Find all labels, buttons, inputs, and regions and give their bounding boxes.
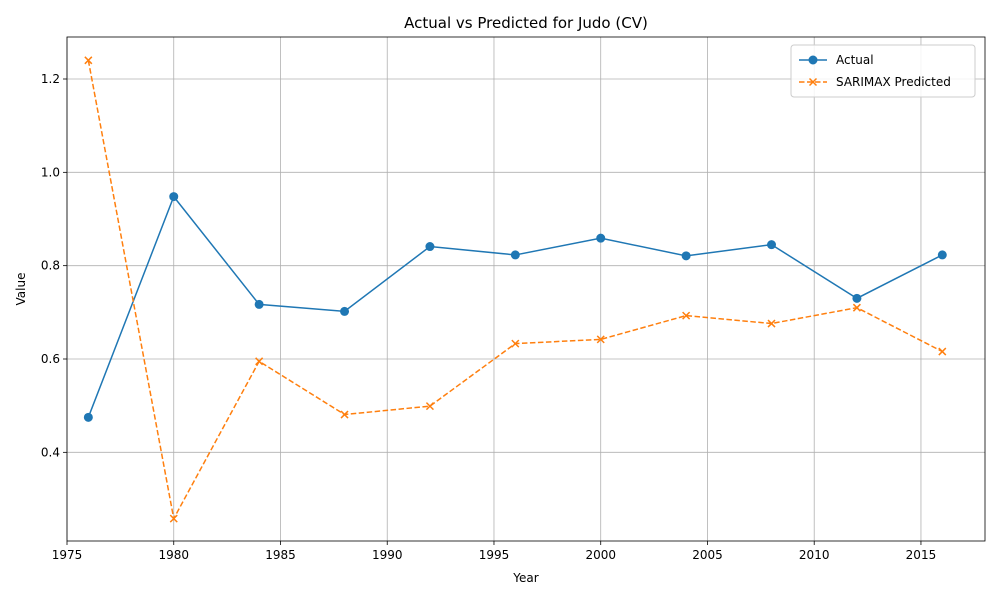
legend: Actual SARIMAX Predicted <box>790 44 976 98</box>
y-axis: 0.4 0.6 0.8 1.0 1.2 <box>41 72 67 459</box>
data-point-actual <box>596 233 606 243</box>
y-tick-label: 1.0 <box>41 165 60 179</box>
series-actual <box>83 192 947 422</box>
legend-marker <box>808 77 818 87</box>
data-point-predicted <box>84 56 93 65</box>
y-tick-label: 0.4 <box>41 445 60 459</box>
grid <box>66 37 985 541</box>
data-point-actual <box>510 250 520 260</box>
data-point-predicted <box>682 311 691 320</box>
legend-box <box>790 44 976 98</box>
data-point-predicted <box>169 514 178 523</box>
x-tick-label: 2005 <box>692 548 723 562</box>
data-point-actual <box>254 299 264 309</box>
data-point-predicted <box>596 335 605 344</box>
data-point-actual <box>169 192 179 202</box>
data-point-actual <box>767 240 777 250</box>
x-tick-label: 2015 <box>906 548 937 562</box>
x-tick-label: 1985 <box>265 548 296 562</box>
data-point-predicted <box>767 319 776 328</box>
data-point-actual <box>937 250 947 260</box>
chart-title: Actual vs Predicted for Judo (CV) <box>404 14 648 32</box>
y-tick-label: 0.6 <box>41 352 60 366</box>
y-axis-label: Value <box>14 273 28 306</box>
legend-item-predicted: SARIMAX Predicted <box>799 75 951 89</box>
y-tick-label: 1.2 <box>41 72 60 86</box>
data-point-predicted <box>852 303 861 312</box>
data-point-actual <box>681 251 691 261</box>
data-point-actual <box>83 412 93 422</box>
y-tick-label: 0.8 <box>41 259 60 273</box>
x-axis-label: Year <box>512 571 538 585</box>
data-point-predicted <box>425 402 434 411</box>
legend-item-actual: Actual <box>799 53 874 67</box>
data-point-predicted <box>255 357 264 366</box>
x-axis: 1975 1980 1985 1990 1995 2000 2005 2010 2015 <box>52 541 937 562</box>
data-point-actual <box>852 293 862 303</box>
data-point-predicted <box>938 347 947 356</box>
x-tick-label: 2000 <box>585 548 616 562</box>
series-layer <box>83 56 947 523</box>
x-tick-label: 1990 <box>372 548 403 562</box>
x-tick-label: 1980 <box>158 548 189 562</box>
x-tick-label: 2010 <box>799 548 830 562</box>
data-point-predicted <box>340 410 349 419</box>
legend-marker <box>808 55 818 65</box>
series-predicted <box>84 56 947 523</box>
data-point-actual <box>425 242 435 252</box>
data-point-predicted <box>511 339 520 348</box>
x-tick-label: 1975 <box>52 548 83 562</box>
legend-label: Actual <box>836 53 874 67</box>
plot-frame <box>66 36 986 542</box>
legend-label: SARIMAX Predicted <box>836 75 951 89</box>
x-tick-label: 1995 <box>479 548 510 562</box>
data-point-actual <box>340 306 350 316</box>
